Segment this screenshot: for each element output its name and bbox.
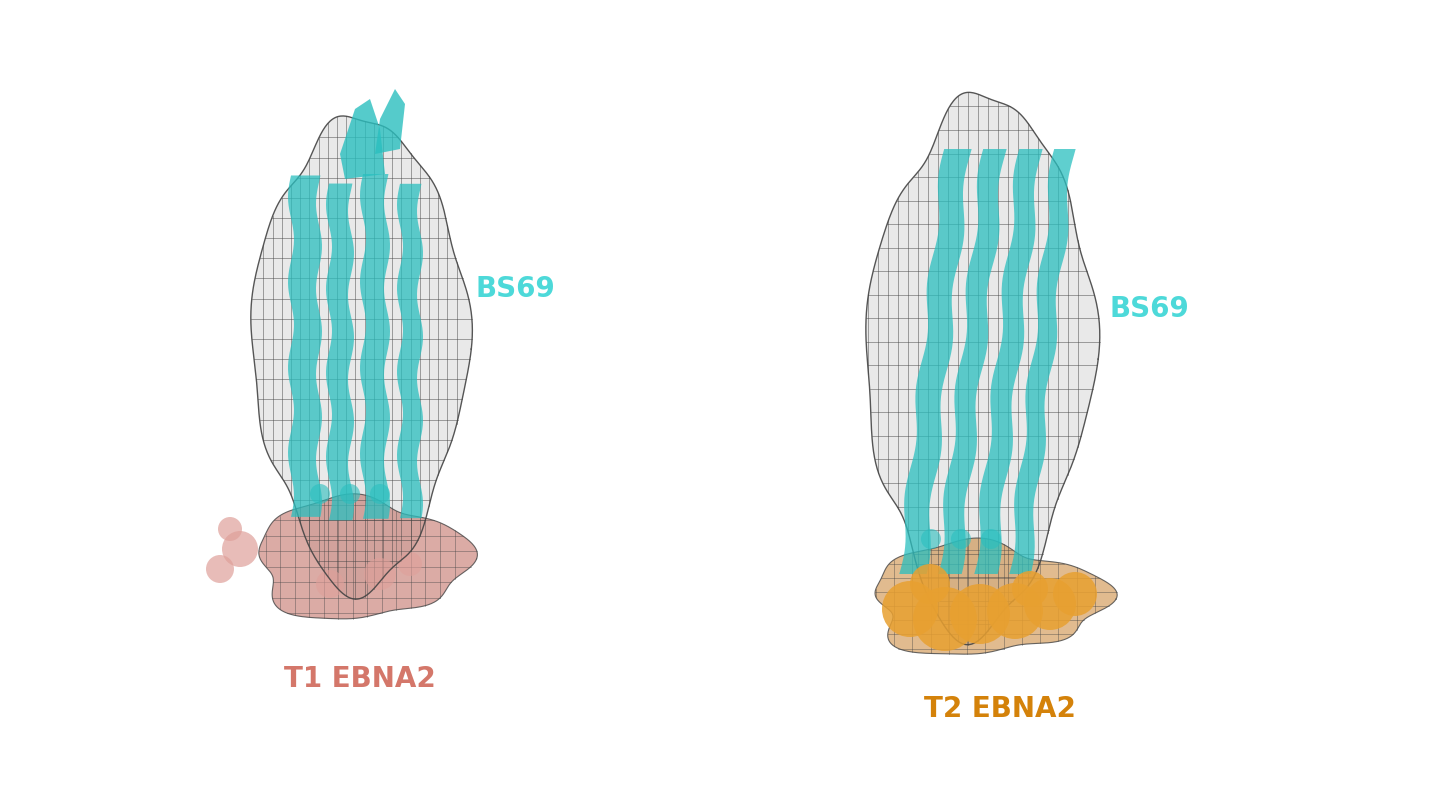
Circle shape [222, 531, 258, 567]
Circle shape [217, 517, 242, 541]
Circle shape [370, 484, 390, 504]
Polygon shape [975, 149, 1043, 574]
Circle shape [910, 564, 950, 604]
Polygon shape [876, 538, 1117, 654]
Polygon shape [288, 176, 323, 517]
Polygon shape [360, 174, 390, 519]
Circle shape [206, 555, 233, 583]
Polygon shape [397, 184, 423, 518]
Circle shape [310, 484, 330, 504]
Circle shape [340, 484, 360, 504]
Polygon shape [259, 494, 478, 619]
Polygon shape [325, 184, 354, 520]
Circle shape [922, 529, 940, 549]
Text: T1 EBNA2: T1 EBNA2 [284, 665, 436, 693]
Polygon shape [340, 99, 384, 179]
Circle shape [981, 529, 1001, 549]
Polygon shape [865, 93, 1100, 645]
Circle shape [986, 583, 1043, 639]
Circle shape [1012, 571, 1048, 607]
Circle shape [1053, 572, 1097, 616]
Polygon shape [251, 116, 472, 599]
Text: BS69: BS69 [475, 275, 554, 303]
Circle shape [950, 529, 971, 549]
Polygon shape [374, 89, 405, 154]
Circle shape [364, 558, 396, 590]
Circle shape [1024, 578, 1076, 630]
Circle shape [881, 581, 937, 637]
Text: T2 EBNA2: T2 EBNA2 [924, 695, 1076, 723]
Polygon shape [939, 149, 1007, 574]
Circle shape [315, 570, 344, 598]
Circle shape [950, 584, 1009, 644]
Circle shape [913, 587, 976, 651]
Circle shape [397, 552, 422, 576]
Polygon shape [1009, 149, 1076, 574]
Text: BS69: BS69 [1110, 295, 1189, 323]
Polygon shape [899, 149, 972, 574]
